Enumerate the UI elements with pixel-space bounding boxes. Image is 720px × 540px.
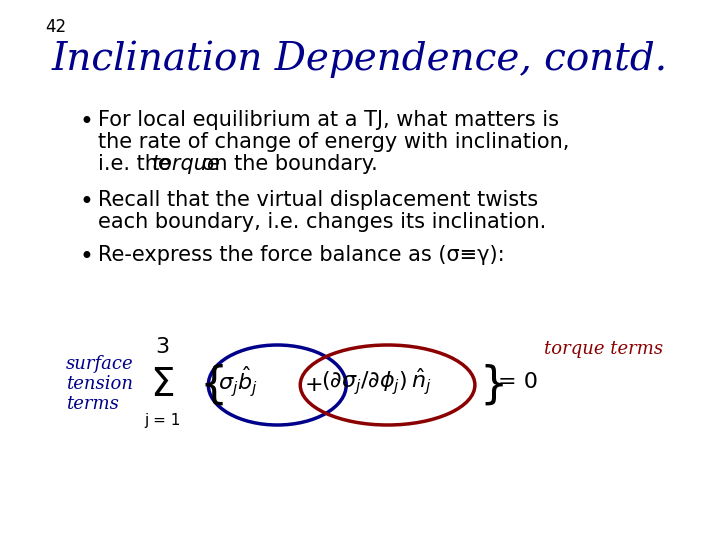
Text: $(\partial\sigma_j/\partial\phi_j)\,\hat{n}_j$: $(\partial\sigma_j/\partial\phi_j)\,\hat…: [321, 367, 432, 397]
Text: terms: terms: [66, 395, 119, 413]
Text: {: {: [199, 363, 228, 407]
Text: •: •: [80, 245, 94, 269]
Text: •: •: [80, 110, 94, 134]
Text: surface: surface: [66, 355, 133, 373]
Text: tension: tension: [66, 375, 132, 393]
Text: Recall that the virtual displacement twists: Recall that the virtual displacement twi…: [98, 190, 538, 210]
Text: j = 1: j = 1: [144, 413, 181, 428]
Text: Re-express the force balance as (σ≡γ):: Re-express the force balance as (σ≡γ):: [98, 245, 505, 265]
Text: the rate of change of energy with inclination,: the rate of change of energy with inclin…: [98, 132, 570, 152]
Text: Inclination Dependence, contd.: Inclination Dependence, contd.: [52, 40, 668, 78]
Text: 42: 42: [45, 18, 71, 37]
Text: For local equilibrium at a TJ, what matters is: For local equilibrium at a TJ, what matt…: [98, 110, 559, 130]
Text: +: +: [305, 375, 323, 395]
Text: •: •: [80, 190, 94, 214]
Text: }: }: [480, 363, 508, 407]
Text: torque: torque: [151, 154, 220, 174]
Text: $\sigma_j\hat{b}_j$: $\sigma_j\hat{b}_j$: [217, 364, 257, 399]
Text: each boundary, i.e. changes its inclination.: each boundary, i.e. changes its inclinat…: [98, 212, 546, 232]
Text: Σ: Σ: [150, 366, 175, 404]
Text: i.e. the: i.e. the: [98, 154, 177, 174]
Text: torque terms: torque terms: [544, 340, 663, 358]
Text: 3: 3: [156, 337, 169, 357]
Text: 42: 42: [45, 18, 67, 36]
Text: on the boundary.: on the boundary.: [194, 154, 377, 174]
Text: = 0: = 0: [498, 372, 538, 392]
